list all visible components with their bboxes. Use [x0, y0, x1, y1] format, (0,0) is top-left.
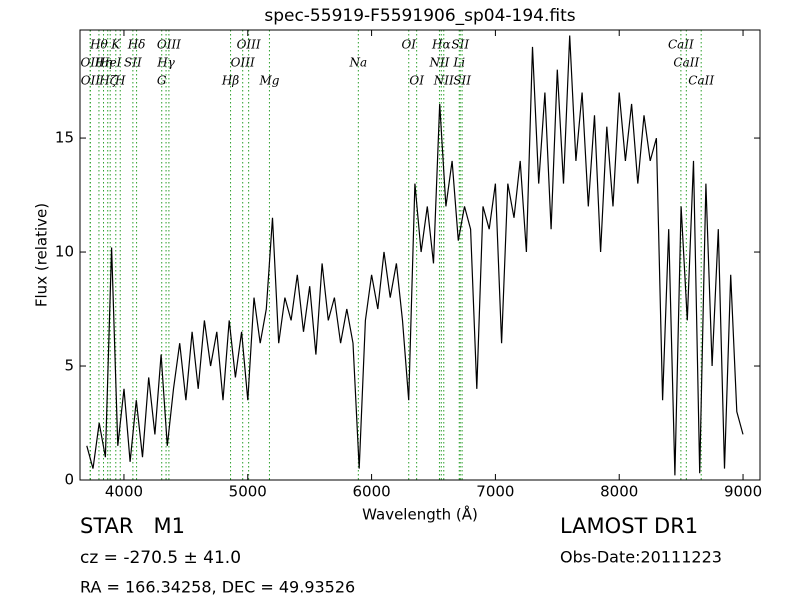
x-axis-label: Wavelength (Å)	[362, 505, 478, 524]
spectral-line-label: Mg	[258, 74, 279, 88]
y-tick-label: 10	[55, 243, 74, 261]
x-tick-label: 7000	[476, 483, 514, 501]
y-tick-label: 5	[64, 357, 74, 375]
coordinates: RA = 166.34258, DEC = 49.93526	[80, 578, 355, 597]
spectral-line-label: Hβ	[221, 74, 239, 88]
spectral-line-label: OI	[401, 38, 416, 52]
spectral-line-label: NII	[433, 74, 454, 88]
y-tick-label: 0	[64, 471, 74, 489]
plot-frame	[79, 29, 761, 481]
spectral-line-label: Hγ	[156, 56, 175, 70]
y-axis-label: Flux (relative)	[33, 203, 51, 307]
x-tick-label: 6000	[352, 483, 390, 501]
object-class: STAR M1	[80, 514, 185, 538]
spectrum-line	[86, 35, 744, 476]
spectral-line-label: Hη	[94, 56, 113, 70]
spectral-line-label: NII	[428, 56, 449, 70]
spectral-line-label: OII	[81, 74, 101, 88]
x-tick-label: 9000	[724, 483, 762, 501]
spectral-line-label: Hζ	[98, 74, 117, 88]
spectral-line-label: OIII	[237, 38, 261, 52]
spectral-line-label: Hα	[431, 38, 451, 52]
spectral-line-label: SII	[124, 56, 142, 70]
spectral-line-label: G	[157, 74, 167, 88]
spectral-line-label: CaII	[668, 38, 694, 52]
spectral-line-label: K	[110, 38, 121, 52]
redshift: cz = -270.5 ± 41.0	[80, 548, 241, 568]
spectral-line-label: Hδ	[127, 38, 146, 52]
obs-date: Obs-Date:20111223	[560, 548, 722, 567]
spectral-line-label: H	[114, 74, 126, 88]
x-tick-label: 8000	[600, 483, 638, 501]
spectral-line-label: OIII	[157, 38, 181, 52]
spectral-line-label: CaII	[673, 56, 699, 70]
survey: LAMOST DR1	[560, 514, 698, 538]
spectral-line-label: HeI	[98, 56, 122, 70]
x-tick-label: 4000	[105, 483, 143, 501]
spectral-line-label: Li	[452, 56, 465, 70]
spectral-line-label: SII	[453, 74, 471, 88]
x-tick-label: 5000	[229, 483, 267, 501]
spectral-line-label: SII	[451, 38, 469, 52]
y-tick-label: 15	[55, 129, 74, 147]
spectral-line-label: Hθ	[89, 38, 108, 52]
spectral-line-label: OI	[409, 74, 424, 88]
chart-title: spec-55919-F5591906_sp04-194.fits	[264, 6, 575, 26]
spectral-line-label: CaII	[688, 74, 714, 88]
spectral-line-label: Na	[349, 56, 368, 70]
spectral-line-label: OIII	[231, 56, 255, 70]
